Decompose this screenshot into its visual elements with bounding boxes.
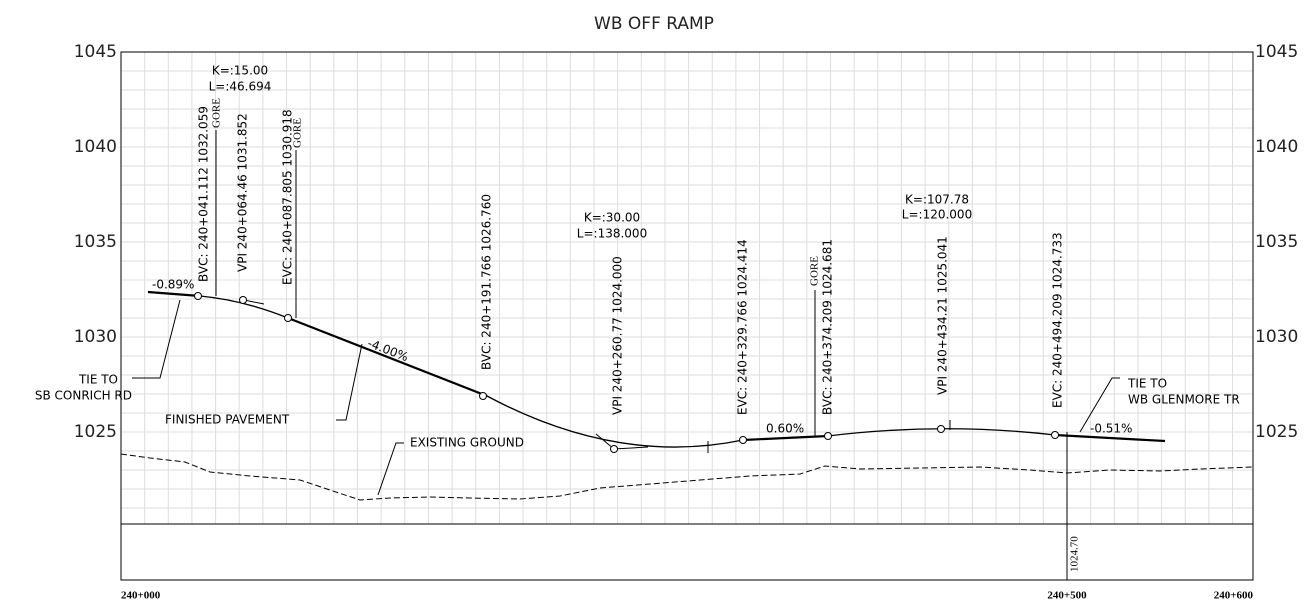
grade-label: -0.51% <box>1090 422 1132 436</box>
chainage-label: 240+000 <box>121 590 161 602</box>
elevation-label: 1045 <box>1255 42 1298 62</box>
tie-label: WB GLENMORE TR <box>1128 393 1240 407</box>
finished-pavement-line <box>147 291 1166 448</box>
band-frame <box>120 523 1254 581</box>
finished-pavement-label: FINISHED PAVEMENT <box>165 413 290 427</box>
leader <box>595 433 649 450</box>
grade-label: -0.89% <box>152 278 194 292</box>
existing-ground-line <box>120 453 1254 501</box>
title: WB OFF RAMP <box>594 14 714 34</box>
elevation-label: 1035 <box>1255 232 1298 252</box>
leader <box>336 343 363 421</box>
elevation-label: 1045 <box>74 42 117 62</box>
l-label: L=:46.694 <box>209 80 272 94</box>
station-label: EVC: 240+494.209 1024.733 <box>1051 232 1065 408</box>
station-point <box>239 296 247 304</box>
station-label: EVC: 240+329.766 1024.414 <box>736 239 750 415</box>
k-label: K=:30.00 <box>584 211 640 225</box>
station-point <box>824 432 832 440</box>
chainage-label: 240+500 <box>1047 590 1087 602</box>
tie-label: TIE TO <box>78 373 118 387</box>
grade-label: -4.00% <box>366 336 411 364</box>
station-point <box>284 314 292 322</box>
station-label: VPI 240+064.46 1031.852 <box>236 113 250 272</box>
leader <box>1079 377 1120 433</box>
grade-tangent <box>147 290 201 298</box>
chainage-label: 240+600 <box>1214 590 1254 602</box>
station-point <box>610 445 618 453</box>
tie-label: TIE TO <box>1127 377 1167 391</box>
tick <box>243 299 265 305</box>
gore-label: GORE <box>292 118 304 148</box>
grade-label: 0.60% <box>766 422 804 436</box>
l-label: L=:120.000 <box>902 208 972 222</box>
elevation-label: 1030 <box>1255 327 1298 347</box>
l-label: L=:138.000 <box>577 227 647 241</box>
elevation-label: 1040 <box>74 137 117 157</box>
elevation-label: 1025 <box>74 422 117 442</box>
station-point <box>1051 431 1059 439</box>
elevation-label: 1040 <box>1255 137 1298 157</box>
station-label: BVC: 240+041.112 1032.059 <box>197 106 211 282</box>
leader <box>377 442 404 496</box>
k-label: K=:15.00 <box>212 64 268 78</box>
points <box>194 292 1059 453</box>
station-label: EVC: 240+087.805 1030.918 <box>281 109 295 285</box>
grade-tangent <box>1054 433 1166 443</box>
grade-tangent <box>742 434 829 442</box>
tie-label: SB CONRICH RD <box>35 389 132 403</box>
station-label: BVC: 240+374.209 1024.681 <box>821 239 835 415</box>
gore-label: GORE <box>809 256 821 286</box>
station-point <box>194 292 202 300</box>
band-value: 1024.70 <box>1069 536 1081 572</box>
grid <box>121 52 1253 524</box>
existing-ground-label: EXISTING GROUND <box>410 436 524 450</box>
elevation-label: 1035 <box>74 232 117 252</box>
elevation-label: 1025 <box>1255 422 1298 442</box>
station-point <box>479 392 487 400</box>
station-label: BVC: 240+191.766 1026.760 <box>480 194 494 370</box>
station-point <box>937 425 945 433</box>
grade-tangent <box>287 316 488 398</box>
station-label: VPI 240+260.77 1024.000 <box>611 256 625 415</box>
k-label: K=:107.78 <box>905 193 969 207</box>
station-point <box>739 436 747 444</box>
elevation-label: 1030 <box>74 327 117 347</box>
gore-label: GORE <box>211 98 223 128</box>
leader <box>132 299 181 379</box>
station-label: VPI 240+434.21 1025.041 <box>936 236 950 395</box>
